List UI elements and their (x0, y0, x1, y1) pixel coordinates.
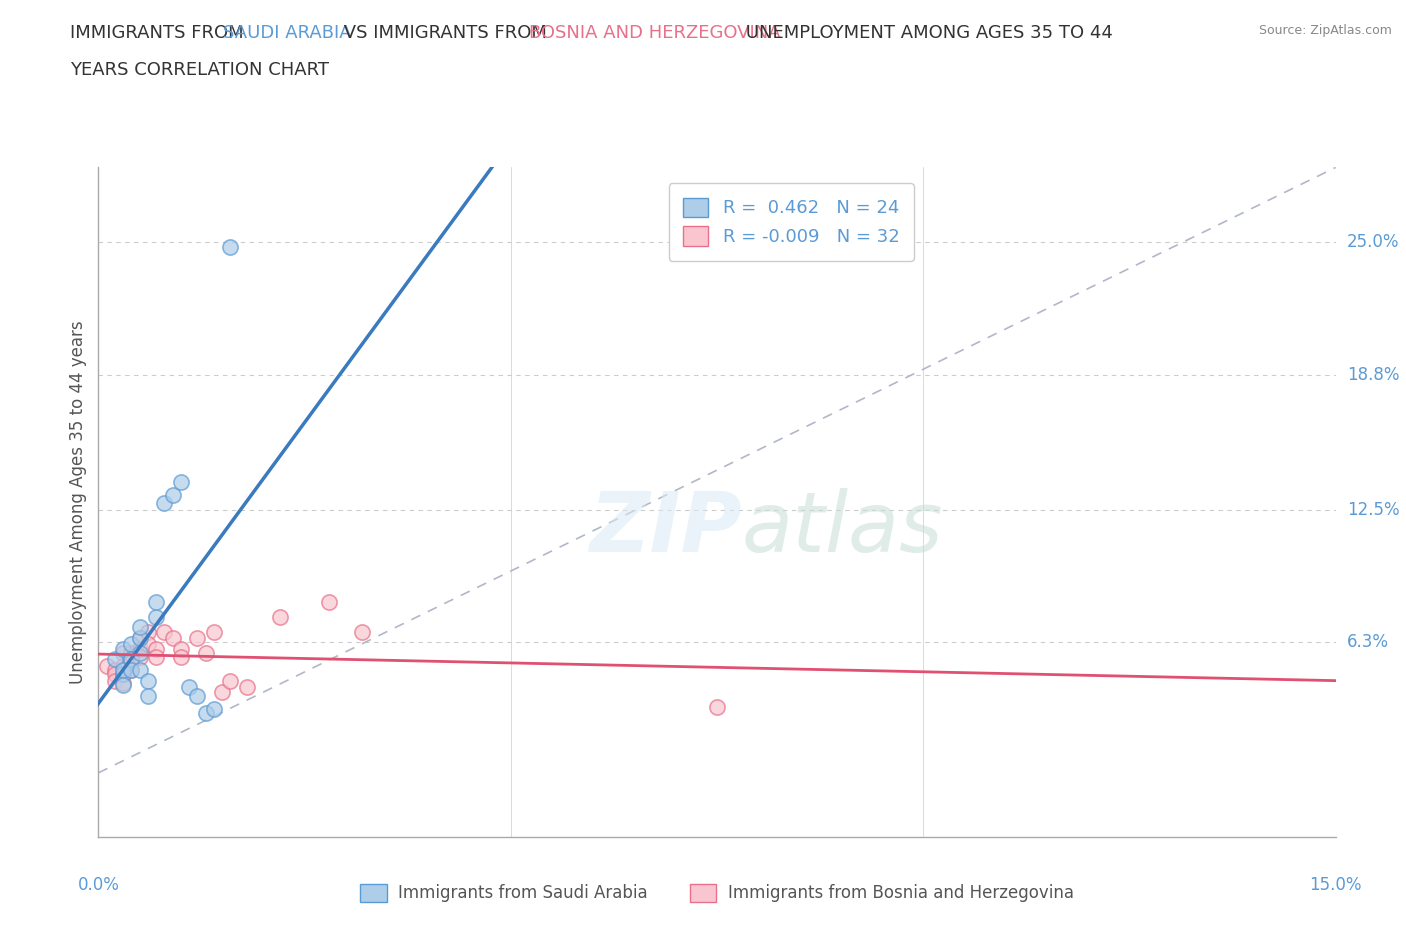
Point (120, 652, 142, 667)
Point (112, 667, 135, 682)
Point (128, 663, 150, 678)
Point (153, 624, 176, 639)
Point (170, 474, 193, 489)
Point (128, 631, 150, 645)
Text: BOSNIA AND HERZEGOVINA: BOSNIA AND HERZEGOVINA (529, 24, 780, 42)
Point (162, 487, 184, 502)
Point (112, 678, 135, 693)
Point (120, 663, 142, 678)
Point (194, 645, 217, 660)
Point (112, 675, 135, 690)
Point (136, 624, 159, 639)
Point (112, 658, 135, 673)
Point (120, 645, 142, 660)
Point (145, 642, 167, 657)
Point (128, 620, 150, 635)
Point (104, 663, 127, 678)
Point (219, 239, 242, 254)
Text: IMMIGRANTS FROM: IMMIGRANTS FROM (70, 24, 250, 42)
Point (145, 609, 167, 624)
Point (136, 688, 159, 703)
Point (145, 594, 167, 609)
Point (112, 642, 135, 657)
Point (202, 624, 225, 639)
Text: 15.0%: 15.0% (1309, 876, 1362, 894)
Point (104, 667, 127, 682)
Point (120, 663, 142, 678)
Point (194, 706, 217, 721)
Point (128, 650, 150, 665)
Point (96, 658, 118, 673)
Point (128, 642, 150, 657)
Text: atlas: atlas (742, 488, 943, 569)
Point (236, 680, 259, 695)
Point (112, 663, 135, 678)
Point (128, 631, 150, 645)
Point (136, 637, 159, 652)
Point (352, 624, 374, 639)
Point (186, 688, 208, 703)
Point (219, 673, 242, 688)
Point (179, 680, 201, 695)
Text: ZIP: ZIP (589, 488, 742, 569)
Point (153, 496, 176, 511)
Text: 0.0%: 0.0% (77, 876, 120, 894)
Point (120, 654, 142, 669)
Point (112, 667, 135, 682)
Text: 25.0%: 25.0% (1347, 233, 1399, 251)
Point (170, 650, 193, 665)
Point (136, 673, 159, 688)
Point (104, 673, 127, 688)
Legend: Immigrants from Saudi Arabia, Immigrants from Bosnia and Herzegovina: Immigrants from Saudi Arabia, Immigrants… (353, 877, 1081, 909)
Point (706, 699, 728, 714)
Point (318, 594, 340, 609)
Point (128, 645, 150, 660)
Text: SAUDI ARABIA: SAUDI ARABIA (224, 24, 352, 42)
Point (145, 650, 167, 665)
Text: 6.3%: 6.3% (1347, 633, 1389, 651)
Point (112, 645, 135, 660)
Point (120, 637, 142, 652)
Point (269, 609, 291, 624)
Text: VS IMMIGRANTS FROM: VS IMMIGRANTS FROM (337, 24, 553, 42)
Text: YEARS CORRELATION CHART: YEARS CORRELATION CHART (70, 61, 329, 79)
Point (202, 701, 225, 716)
Text: 12.5%: 12.5% (1347, 500, 1399, 519)
Point (211, 684, 233, 699)
Text: 18.8%: 18.8% (1347, 365, 1399, 384)
Point (186, 631, 208, 645)
Text: Source: ZipAtlas.com: Source: ZipAtlas.com (1258, 24, 1392, 37)
Text: UNEMPLOYMENT AMONG AGES 35 TO 44: UNEMPLOYMENT AMONG AGES 35 TO 44 (740, 24, 1112, 42)
Point (162, 631, 184, 645)
Point (170, 642, 193, 657)
Y-axis label: Unemployment Among Ages 35 to 44 years: Unemployment Among Ages 35 to 44 years (69, 321, 87, 684)
Point (104, 652, 127, 667)
